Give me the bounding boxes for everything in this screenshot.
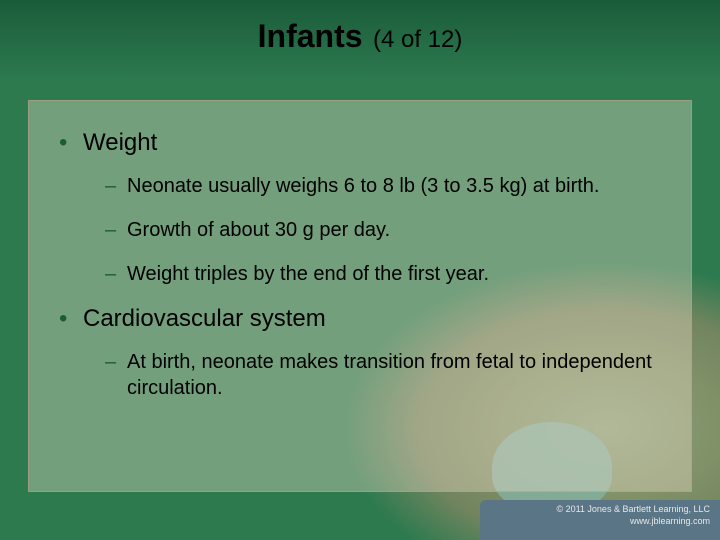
bullet-level-2: Neonate usually weighs 6 to 8 lb (3 to 3…: [59, 173, 661, 199]
bullet-level-1: Weight: [59, 129, 661, 157]
title-area: Infants (4 of 12): [0, 0, 720, 55]
bullet-level-1: Cardiovascular system: [59, 305, 661, 333]
slide-count: (4 of 12): [373, 26, 462, 53]
bullet-level-2: Growth of about 30 g per day.: [59, 217, 661, 243]
bullet-level-2: At birth, neonate makes transition from …: [59, 349, 661, 401]
bullet-level-2: Weight triples by the end of the first y…: [59, 261, 661, 287]
footer-band: © 2011 Jones & Bartlett Learning, LLC ww…: [480, 500, 720, 540]
copyright-text: © 2011 Jones & Bartlett Learning, LLC: [490, 504, 710, 516]
footer-url: www.jblearning.com: [490, 516, 710, 526]
footer: © 2011 Jones & Bartlett Learning, LLC ww…: [0, 498, 720, 540]
content-box: Weight Neonate usually weighs 6 to 8 lb …: [28, 100, 692, 492]
slide-title: Infants: [258, 18, 363, 54]
